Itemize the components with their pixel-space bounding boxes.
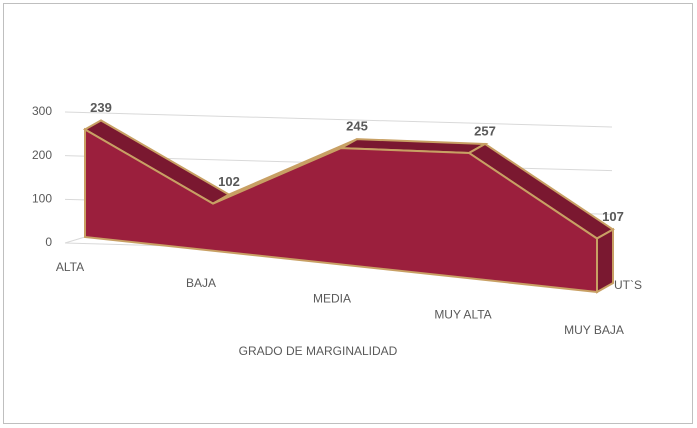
y-tick-label: 0 bbox=[45, 235, 52, 249]
value-label: 102 bbox=[218, 174, 240, 189]
x-tick-label: ALTA bbox=[56, 260, 84, 274]
wall-edge bbox=[64, 236, 86, 244]
value-label: 257 bbox=[474, 123, 496, 138]
value-label: 107 bbox=[602, 209, 624, 224]
value-label: 239 bbox=[90, 100, 112, 115]
y-tick-label: 200 bbox=[32, 148, 52, 162]
x-tick-label: BAJA bbox=[186, 276, 216, 290]
x-tick-label: MEDIA bbox=[313, 292, 351, 306]
value-label: 245 bbox=[346, 119, 368, 134]
y-tick-label: 300 bbox=[32, 104, 52, 118]
grid-line bbox=[64, 111, 613, 128]
series-axis-label: UT`S bbox=[614, 278, 642, 292]
area-side-face bbox=[596, 227, 614, 294]
x-tick-label: MUY BAJA bbox=[564, 323, 624, 337]
x-tick-label: MUY ALTA bbox=[434, 307, 491, 321]
y-tick-label: 100 bbox=[32, 192, 52, 206]
x-axis-title: GRADO DE MARGINALIDAD bbox=[239, 344, 398, 358]
